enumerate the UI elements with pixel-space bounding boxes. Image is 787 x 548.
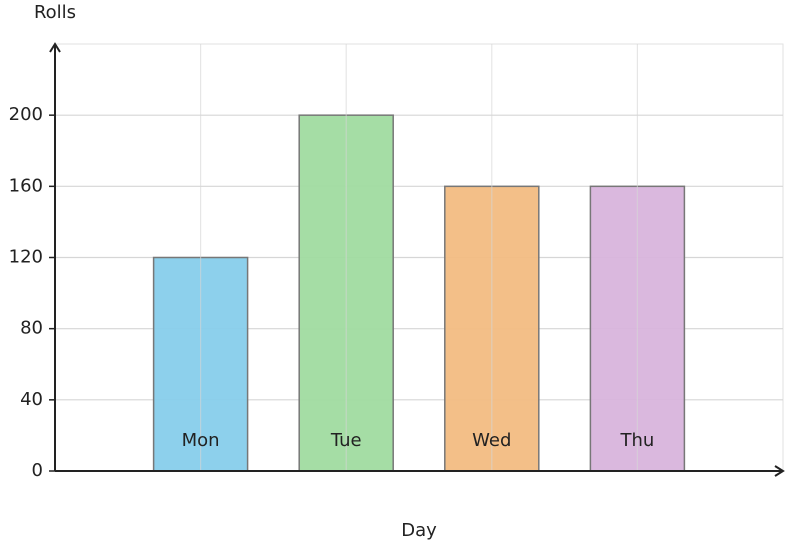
y-tick-label: 200 [9,104,43,125]
x-axis-arrow [774,465,785,477]
y-tick-label: 0 [32,460,43,481]
y-tick-label: 120 [9,247,43,268]
y-tick-label: 40 [20,389,43,410]
y-tick-label: 160 [9,175,43,196]
y-tick-label: 80 [20,318,43,339]
x-tick-label: Tue [330,430,362,451]
x-tick-label: Mon [182,430,220,451]
x-axis-label: Day [401,520,437,541]
x-tick-label: Wed [472,430,511,451]
x-tick-label: Thu [619,430,654,451]
y-axis-arrow [49,42,61,53]
y-axis-label: Rolls [34,2,76,23]
